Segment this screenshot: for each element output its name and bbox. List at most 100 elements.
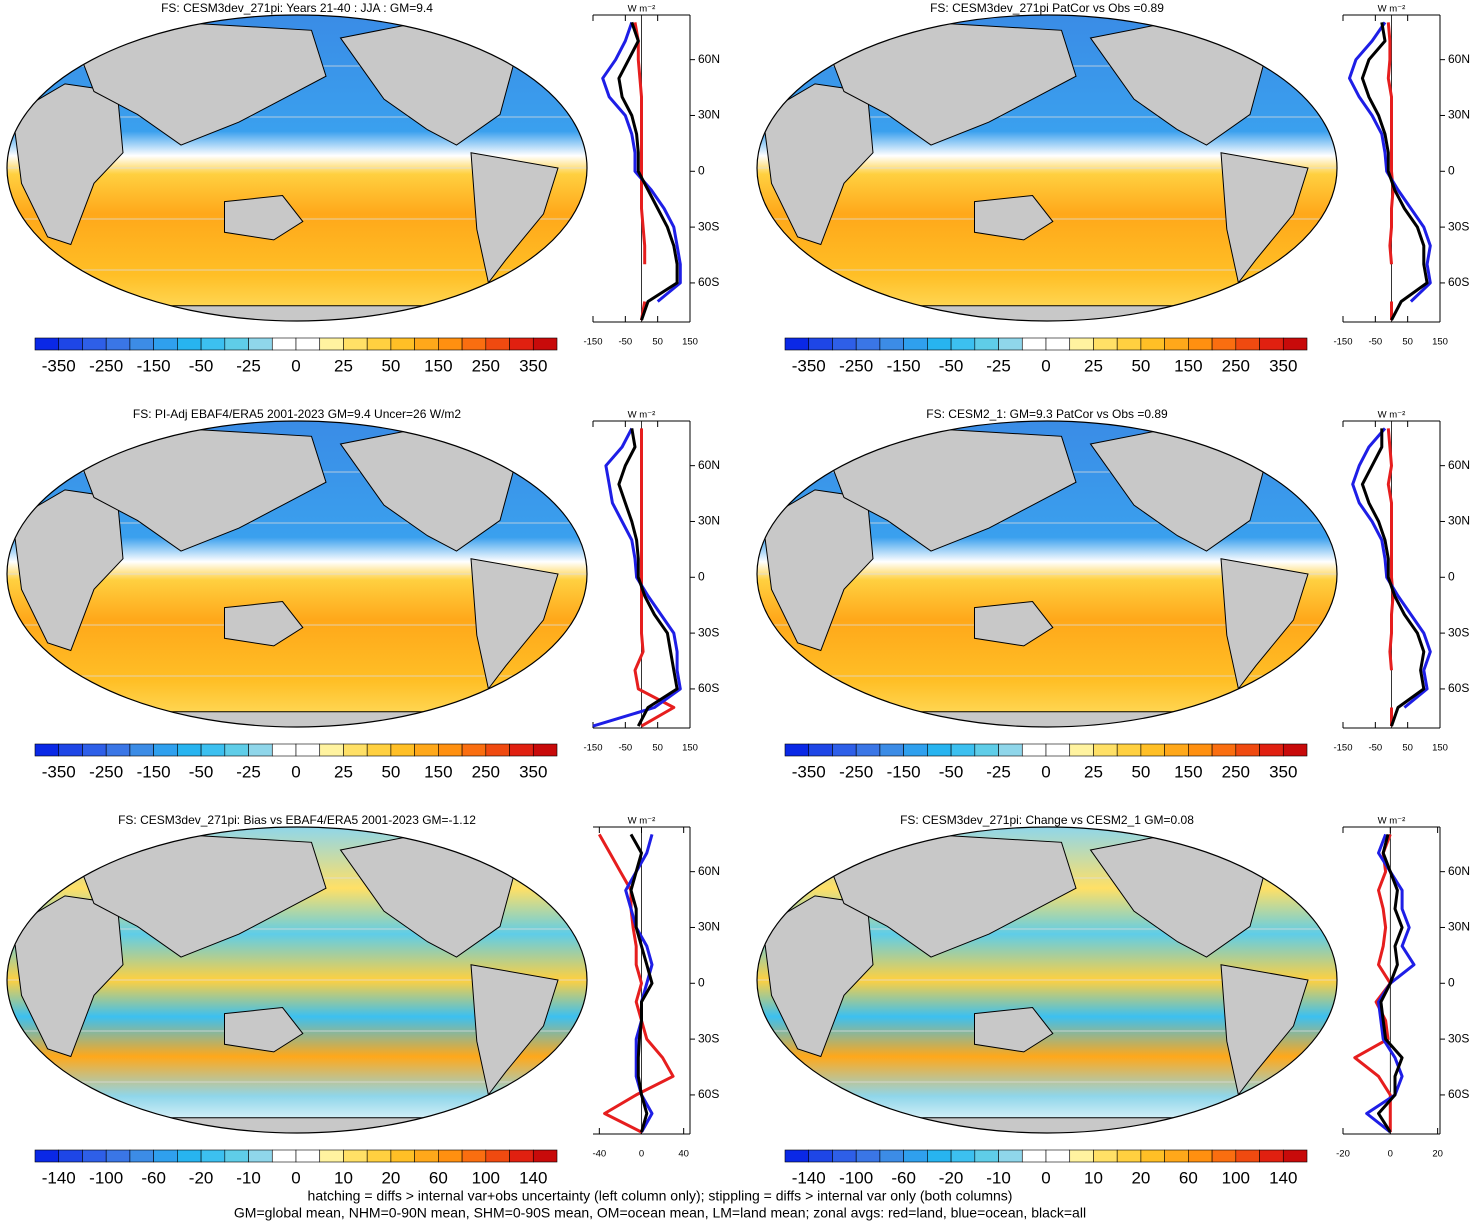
colorbar-box: [485, 337, 510, 351]
colorbar-box: [129, 1149, 154, 1163]
colorbar-box: [1235, 743, 1260, 757]
profile-line: [1351, 427, 1432, 709]
colorbar-box: [855, 337, 881, 351]
unit-label: W m⁻²: [628, 4, 656, 15]
y-tick-label: 60N: [698, 52, 720, 66]
colorbar-box: [1259, 337, 1284, 351]
colorbar-box: [82, 743, 107, 757]
colorbar-label: 250: [1222, 356, 1250, 375]
unit-label: W m⁻²: [1378, 410, 1406, 421]
map: [7, 15, 587, 321]
colorbar-box: [903, 743, 928, 757]
colorbar-box: [271, 1149, 297, 1163]
land: [224, 601, 304, 647]
colorbar-label: 250: [472, 356, 500, 375]
colorbar-label: -150: [887, 356, 921, 375]
land: [224, 195, 304, 241]
colorbar-box: [390, 743, 415, 757]
colorbar-label: -140: [42, 1168, 76, 1187]
colorbar-box: [200, 1149, 226, 1163]
y-tick-label: 30N: [698, 514, 720, 528]
colorbar-box: [1116, 337, 1142, 351]
x-tick-label: 150: [1432, 337, 1448, 348]
colorbar-box: [1140, 1149, 1165, 1163]
colorbar-label: -250: [839, 356, 873, 375]
y-tick-label: 30S: [698, 625, 719, 639]
land: [1220, 964, 1309, 1096]
x-tick-label: 150: [682, 743, 698, 754]
y-tick-label: 60S: [698, 275, 719, 289]
map: [757, 421, 1337, 727]
colorbar-box: [1045, 743, 1071, 757]
colorbar-box: [34, 1149, 60, 1163]
y-tick-label: 60S: [1448, 1087, 1469, 1101]
colorbar-box: [1282, 743, 1308, 757]
land: [12, 895, 124, 1058]
x-tick-label: -150: [1333, 337, 1352, 348]
colorbar-box: [1021, 743, 1047, 757]
x-tick-label: 150: [682, 337, 698, 348]
colorbar-label: 50: [381, 356, 400, 375]
colorbar-label: -10: [986, 1168, 1011, 1187]
map-border: [6, 420, 588, 728]
x-tick-label: 20: [1432, 1149, 1443, 1160]
colorbar-box: [1164, 1149, 1189, 1163]
colorbar-box: [855, 1149, 881, 1163]
colorbar-box: [1116, 743, 1142, 757]
colorbar-label: -250: [89, 356, 123, 375]
colorbar-label: -350: [792, 762, 826, 781]
colorbar-box: [438, 337, 463, 351]
colorbar-label: 140: [519, 1168, 547, 1187]
colorbar-label: 60: [429, 1168, 448, 1187]
colorbar-box: [1235, 1149, 1260, 1163]
land: [762, 489, 874, 652]
land: [78, 22, 327, 146]
colorbar-box: [1140, 743, 1165, 757]
profile-line: [617, 428, 679, 727]
x-tick-label: 0: [1388, 1149, 1393, 1160]
colorbar-box: [319, 743, 344, 757]
colorbar-box: [366, 337, 392, 351]
land: [78, 834, 327, 958]
colorbar-box: [927, 1149, 952, 1163]
land: [843, 711, 1251, 727]
land: [470, 558, 559, 690]
land: [762, 895, 874, 1058]
colorbar-label: -100: [839, 1168, 873, 1187]
colorbar-label: -150: [137, 762, 171, 781]
colorbar-box: [509, 1149, 534, 1163]
colorbar-box: [1282, 337, 1308, 351]
colorbar-label: 0: [1041, 762, 1050, 781]
colorbar-label: 25: [334, 356, 353, 375]
colorbar-label: 10: [334, 1168, 353, 1187]
colorbar-label: 100: [472, 1168, 500, 1187]
x-tick-label: 150: [1432, 743, 1448, 754]
colorbar-box: [1259, 743, 1284, 757]
colorbar-box: [343, 743, 368, 757]
colorbar-box: [1045, 337, 1071, 351]
x-tick-label: -20: [1336, 1149, 1350, 1160]
y-tick-label: 30S: [1448, 219, 1469, 233]
y-tick-label: 30S: [698, 1031, 719, 1045]
colorbar-label: 140: [1269, 1168, 1297, 1187]
colorbar-box: [319, 1149, 344, 1163]
colorbar-box: [879, 1149, 904, 1163]
colorbar-box: [295, 1149, 321, 1163]
colorbar-box: [248, 1149, 273, 1163]
land: [93, 711, 501, 727]
colorbar-label: 50: [1131, 356, 1150, 375]
y-tick-label: 60N: [1448, 458, 1470, 472]
profile-line: [629, 833, 654, 1133]
colorbar-box: [177, 1149, 202, 1163]
x-tick-label: -150: [1333, 743, 1352, 754]
colorbar-box: [950, 1149, 976, 1163]
colorbar-box: [366, 743, 392, 757]
land: [12, 489, 124, 652]
colorbar-label: -250: [839, 762, 873, 781]
colorbar-box: [903, 337, 928, 351]
y-tick-label: 60S: [1448, 681, 1469, 695]
colorbar-box: [461, 337, 487, 351]
colorbar-box: [390, 337, 415, 351]
colorbar-box: [998, 743, 1023, 757]
